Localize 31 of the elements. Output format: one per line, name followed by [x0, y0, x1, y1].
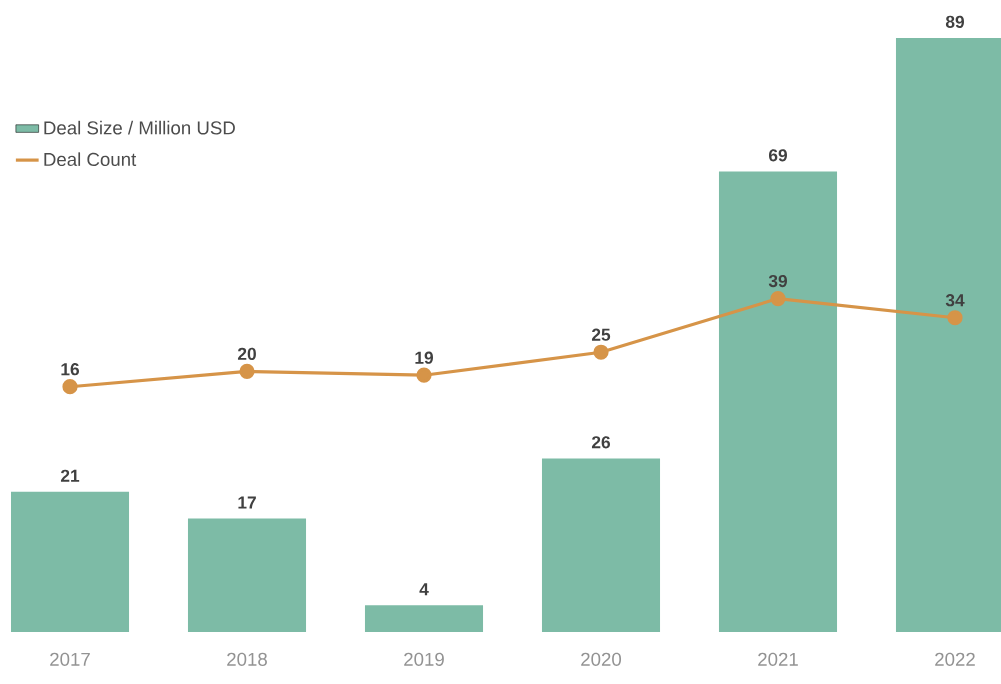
- bar: [718, 171, 838, 632]
- bar: [364, 605, 484, 632]
- x-tick-label: 2020: [581, 652, 622, 666]
- data-label: 69: [768, 149, 787, 162]
- x-tick-label: 2017: [50, 652, 90, 666]
- data-label: 34: [945, 294, 965, 307]
- point: [62, 379, 78, 395]
- bar: [541, 458, 661, 632]
- x-tick-label: 2018: [227, 652, 267, 666]
- data-label: 39: [768, 274, 787, 288]
- data-label: 17: [238, 496, 256, 509]
- data-label: 20: [237, 347, 256, 361]
- x-tick-label: 2019: [404, 652, 444, 666]
- point: [770, 290, 786, 307]
- data-label: 25: [591, 328, 611, 341]
- data-label: 21: [60, 469, 80, 482]
- data-label: 16: [61, 363, 80, 376]
- x-tick-label: 2022: [935, 652, 975, 666]
- legend-label: Deal Size / Million USD: [44, 120, 235, 135]
- point: [593, 344, 609, 360]
- data-label: 89: [945, 15, 964, 28]
- point: [416, 367, 432, 383]
- data-label: 4: [419, 583, 429, 596]
- point: [239, 363, 255, 379]
- bar: [10, 491, 130, 632]
- point: [947, 310, 963, 326]
- data-label: 19: [415, 351, 433, 364]
- bar: [187, 518, 307, 632]
- legend-label: Deal Count: [44, 152, 137, 167]
- data-label: 26: [591, 436, 611, 449]
- x-tick-label: 2021: [758, 652, 798, 666]
